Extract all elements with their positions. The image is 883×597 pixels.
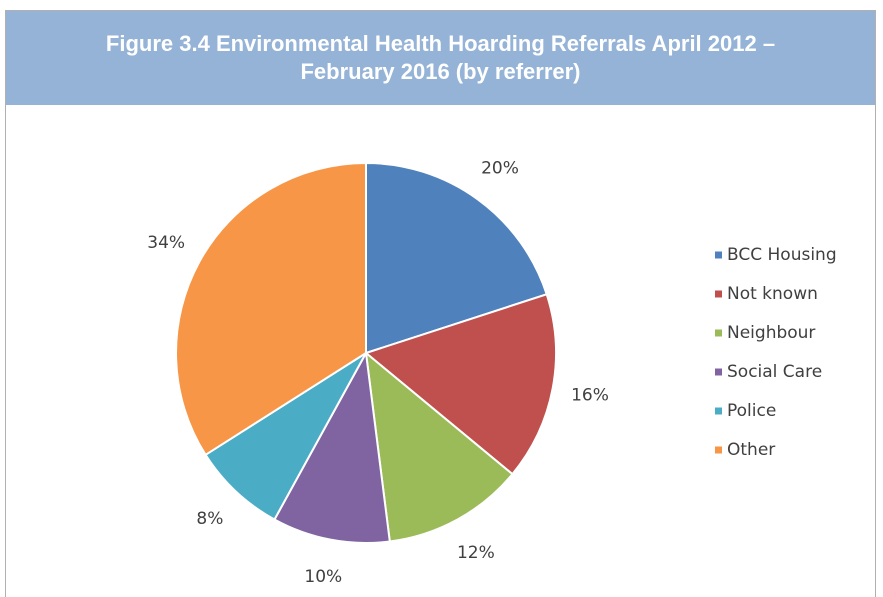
legend-swatch — [715, 329, 722, 337]
data-label: 34% — [147, 233, 185, 253]
pie-slice — [364, 350, 514, 543]
pie-slice — [273, 349, 391, 544]
pie-slice — [365, 161, 548, 355]
data-label: 20% — [481, 159, 519, 179]
legend-label: Police — [727, 401, 776, 421]
data-label: 10% — [304, 567, 342, 587]
data-label: 8% — [196, 509, 223, 529]
figure-title: Figure 3.4 Environmental Health Hoarding… — [6, 11, 875, 105]
legend-swatch — [715, 446, 722, 454]
data-label: 12% — [457, 543, 495, 563]
data-label: 16% — [571, 386, 609, 406]
legend-label: Neighbour — [727, 323, 815, 343]
legend-swatch — [715, 407, 722, 415]
legend-label: Social Care — [727, 362, 822, 382]
legend-swatch — [715, 251, 722, 259]
pie-slice — [363, 293, 557, 476]
legend-swatch — [715, 368, 722, 376]
legend-swatch — [715, 290, 722, 298]
legend-label: Not known — [727, 284, 818, 304]
pie-slice — [175, 161, 367, 457]
legend-label: Other — [727, 440, 775, 460]
pie-slice — [204, 352, 367, 521]
legend-label: BCC Housing — [727, 245, 837, 265]
